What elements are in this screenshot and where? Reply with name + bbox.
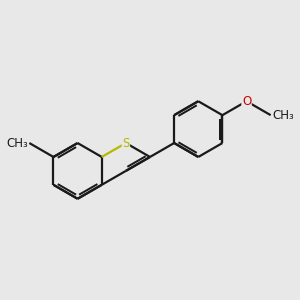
Text: CH₃: CH₃ <box>6 136 28 149</box>
Text: CH₃: CH₃ <box>272 109 294 122</box>
Text: S: S <box>122 136 130 149</box>
Text: O: O <box>242 95 251 108</box>
